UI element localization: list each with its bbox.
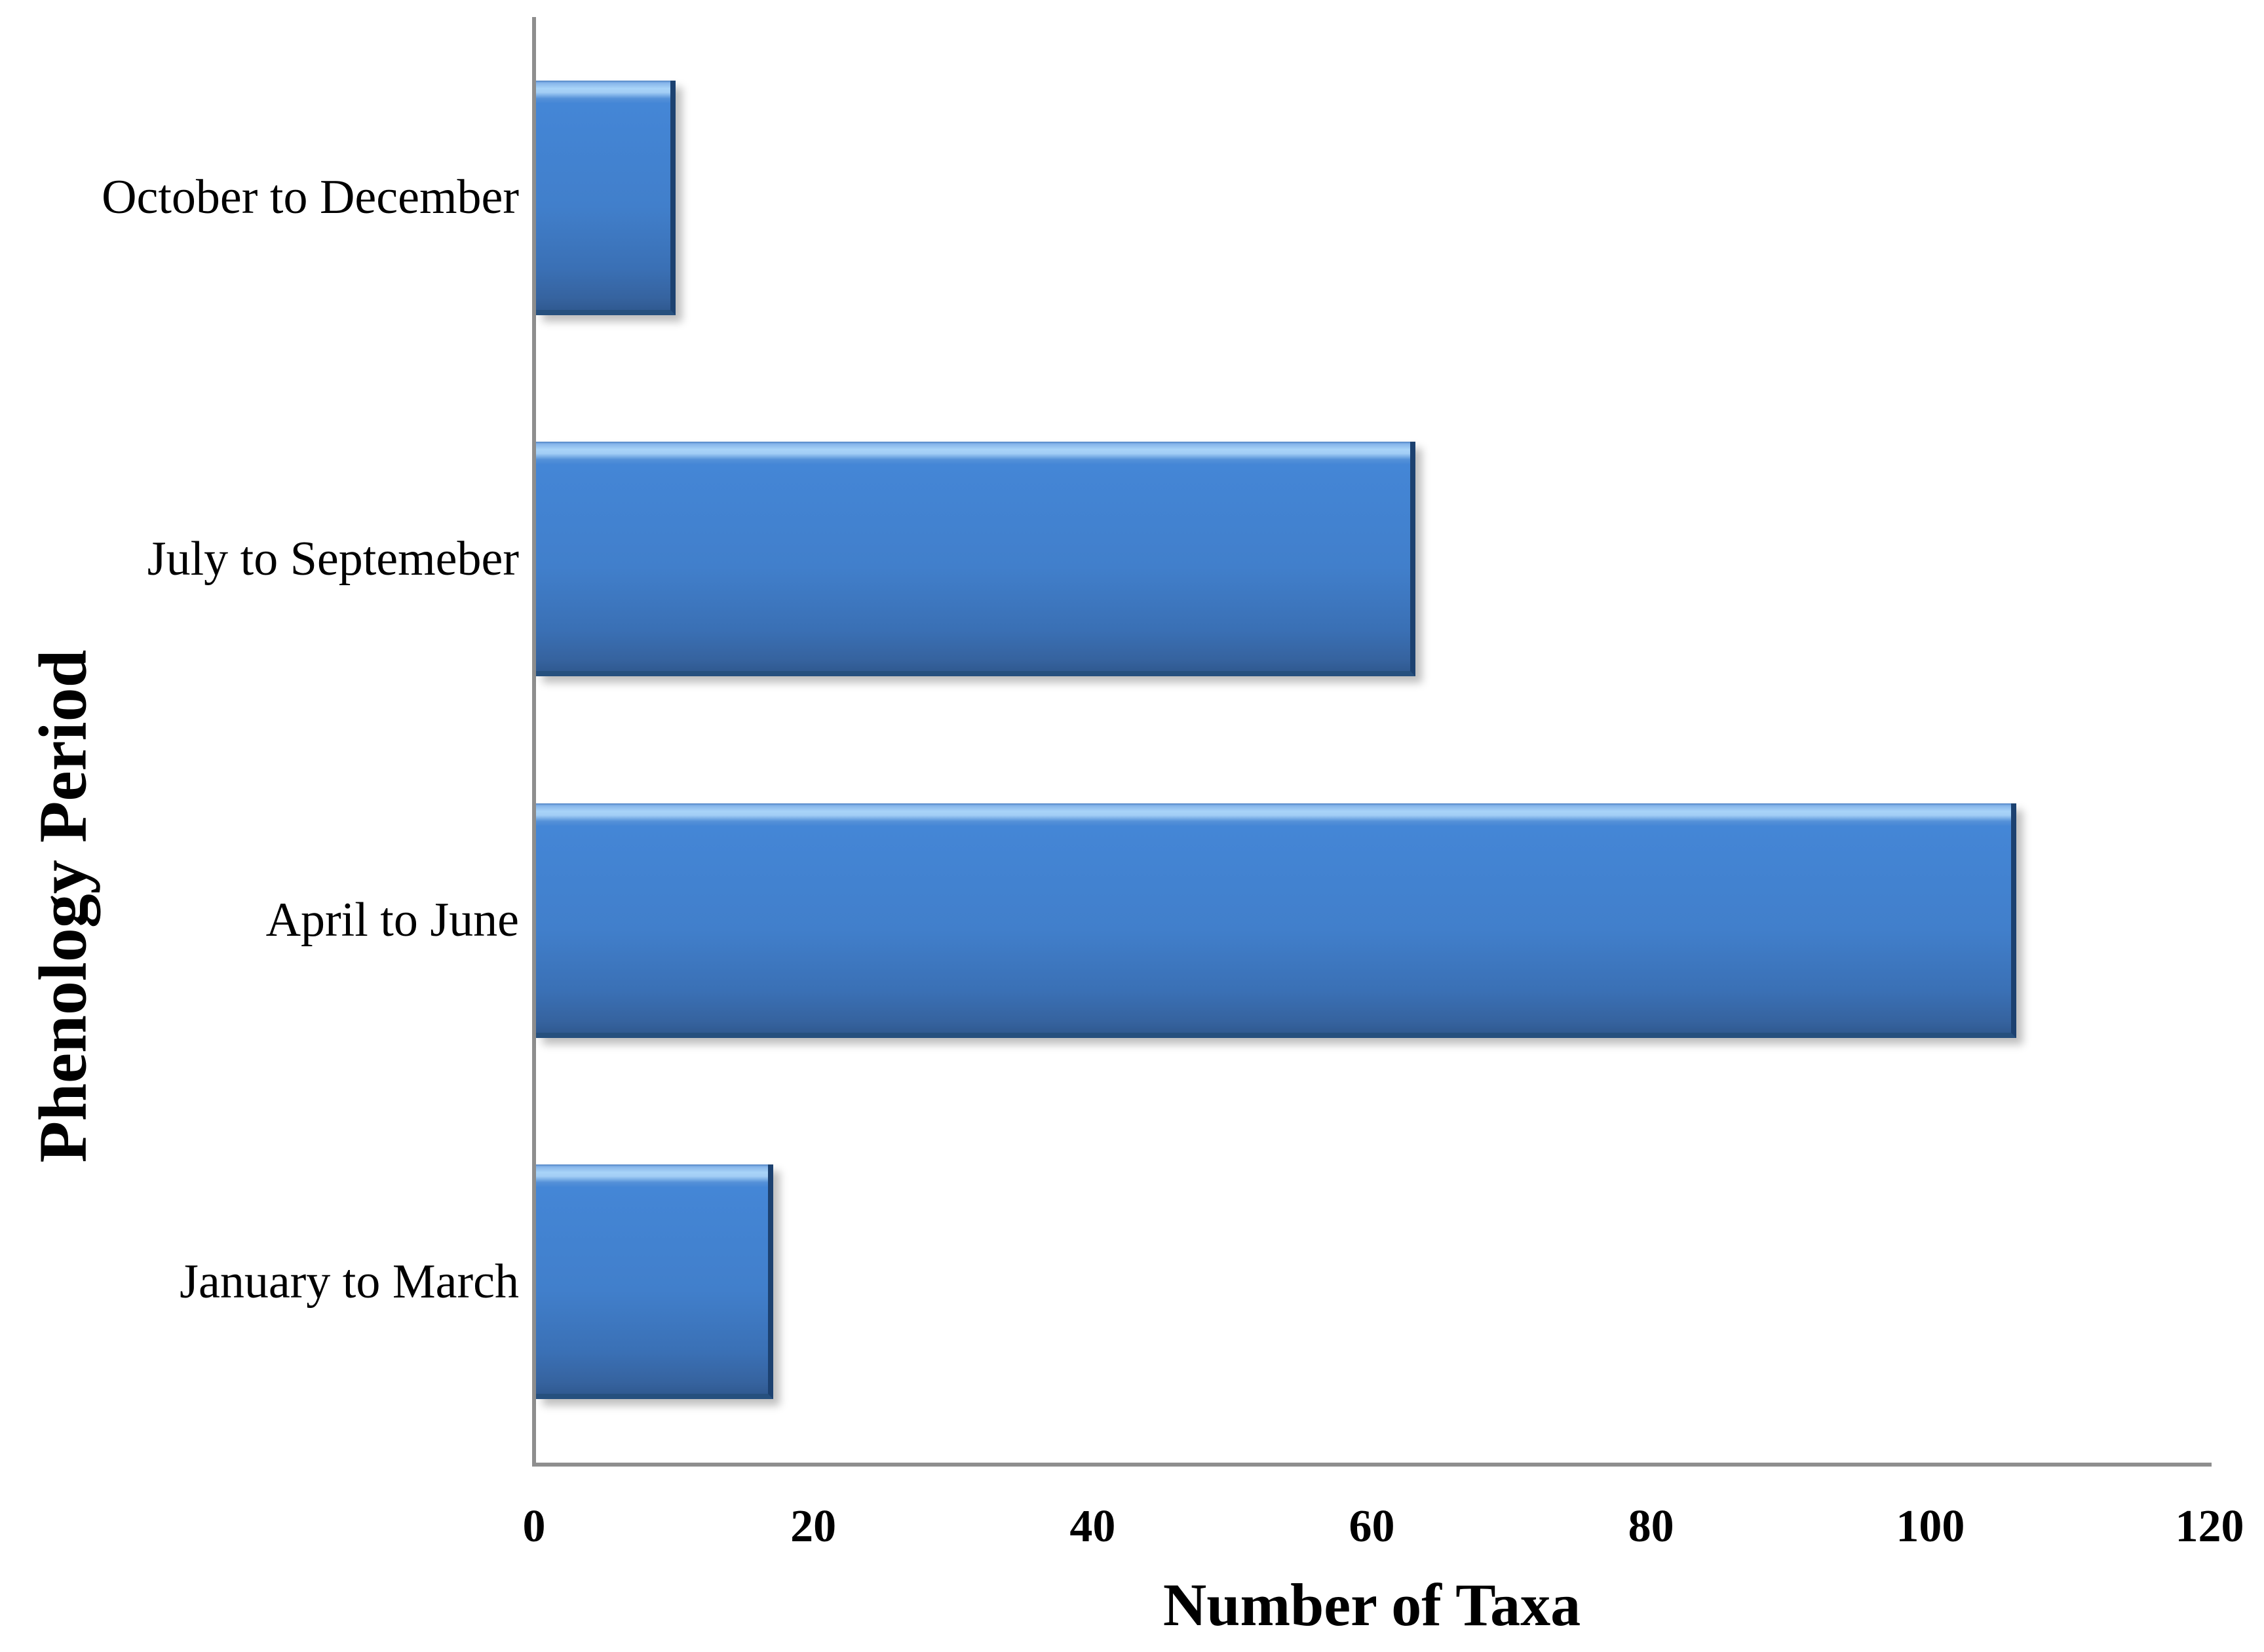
x-tick-label-20: 20 [790,1501,837,1552]
x-tick-label-100: 100 [1896,1501,1965,1552]
x-tick-label-40: 40 [1069,1501,1116,1552]
y-axis-title: Phenology Period [25,649,101,1163]
category-band-april-to-june: April to June [266,740,2212,1102]
category-band-january-to-march: January to March [180,1102,2212,1463]
bar-april-to-june [536,803,2016,1038]
x-axis-title: Number of Taxa [1162,1571,1581,1638]
plot-area: October to December July to Septemeber Apr… [102,17,2212,1467]
bar-july-to-septemeber [536,442,1416,677]
category-label-january-to-march: January to March [180,1254,519,1309]
x-tick-label-80: 80 [1628,1501,1674,1552]
category-band-july-to-septemeber: July to Septemeber [147,379,2212,740]
x-tick-label-0: 0 [522,1501,546,1552]
category-band-october-to-december: October to December [102,17,2212,379]
bar-january-to-march [536,1164,774,1400]
category-label-july-to-septemeber: July to Septemeber [147,531,519,586]
x-tick-label-60: 60 [1349,1501,1395,1552]
bar-october-to-december [536,80,676,315]
x-tick-label-120: 120 [2175,1501,2244,1552]
category-label-october-to-december: October to December [102,170,519,225]
x-axis-tick-labels: 0 20 40 60 80 100 120 [523,1501,2244,1560]
category-label-april-to-june: April to June [265,893,519,948]
